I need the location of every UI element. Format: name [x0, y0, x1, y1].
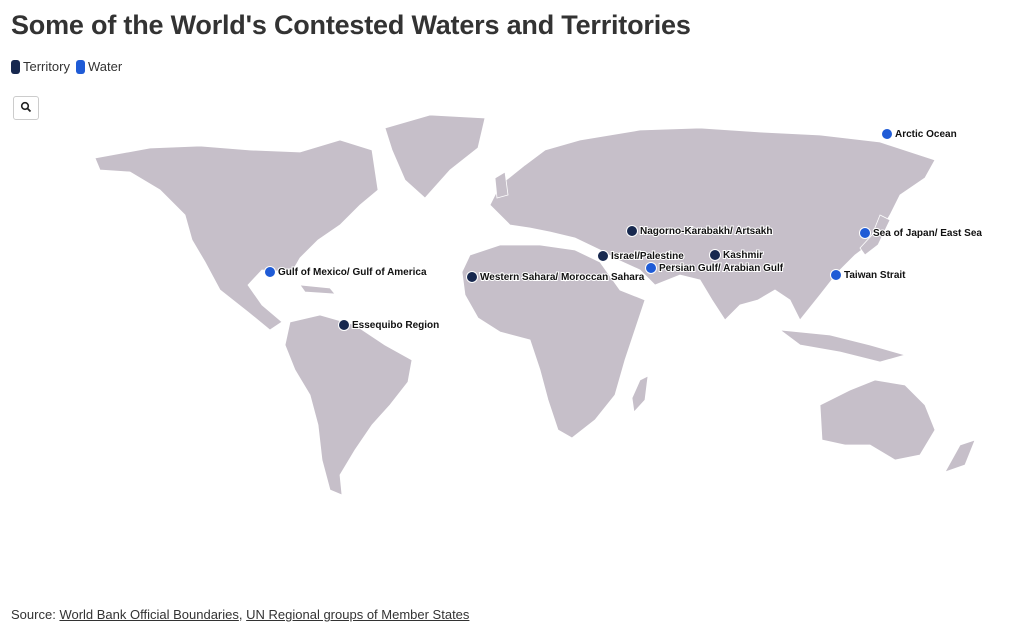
africa: [461, 244, 646, 439]
legend-label: Water: [87, 59, 123, 74]
north-america: [94, 139, 379, 331]
marker-label: Persian Gulf/ Arabian Gulf: [659, 263, 784, 274]
marker[interactable]: [338, 319, 350, 331]
new-zealand: [944, 439, 976, 473]
eurasia: [489, 127, 936, 321]
marker-label: Western Sahara/ Moroccan Sahara: [480, 272, 645, 283]
marker[interactable]: [645, 262, 657, 274]
legend-item: Territory: [11, 59, 70, 74]
legend-label: Territory: [23, 59, 70, 74]
marker-label: Nagorno-Karabakh/ Artsakh: [640, 226, 772, 237]
madagascar: [631, 375, 649, 413]
marker-label: Kashmir: [723, 250, 763, 261]
search-icon: [20, 101, 32, 112]
japan: [859, 214, 891, 256]
marker[interactable]: [881, 128, 893, 140]
source-link[interactable]: UN Regional groups of Member States: [246, 607, 470, 622]
legend: Territory Water: [11, 59, 122, 74]
marker[interactable]: [830, 269, 842, 281]
source: Source: World Bank Official Boundaries, …: [11, 607, 469, 622]
source-prefix: Source:: [11, 607, 56, 622]
marker[interactable]: [859, 227, 871, 239]
marker[interactable]: [709, 249, 721, 261]
marker[interactable]: [264, 266, 276, 278]
world-map: Arctic Ocean Sea of Japan/ East Sea Nagorn…: [94, 114, 983, 496]
marker[interactable]: [466, 271, 478, 283]
markers: Arctic Ocean Sea of Japan/ East Sea Nagorn…: [264, 128, 983, 332]
legend-item: Water: [75, 59, 123, 74]
land: [94, 114, 976, 496]
title: Some of the World's Contested Waters and…: [11, 10, 691, 40]
source-separator: ,: [238, 607, 243, 622]
marker-label: Arctic Ocean: [895, 129, 957, 140]
marker-label: Sea of Japan/ East Sea: [873, 228, 982, 239]
greenland: [384, 114, 486, 199]
legend-swatch: [75, 59, 85, 74]
marker-label: Israel/Palestine: [611, 251, 684, 262]
marker-label: Taiwan Strait: [844, 270, 906, 281]
marker[interactable]: [626, 225, 638, 237]
british-isles: [494, 171, 509, 199]
search-button[interactable]: [13, 96, 39, 120]
legend-swatch: [11, 59, 20, 74]
source-link[interactable]: World Bank Official Boundaries: [59, 607, 239, 622]
marker[interactable]: [597, 250, 609, 262]
marker-label: Gulf of Mexico/ Gulf of America: [278, 267, 427, 278]
indonesia: [778, 329, 907, 363]
australia: [819, 379, 936, 461]
caribbean: [299, 284, 336, 295]
south-america: [284, 314, 413, 496]
marker-label: Essequibo Region: [352, 320, 439, 331]
